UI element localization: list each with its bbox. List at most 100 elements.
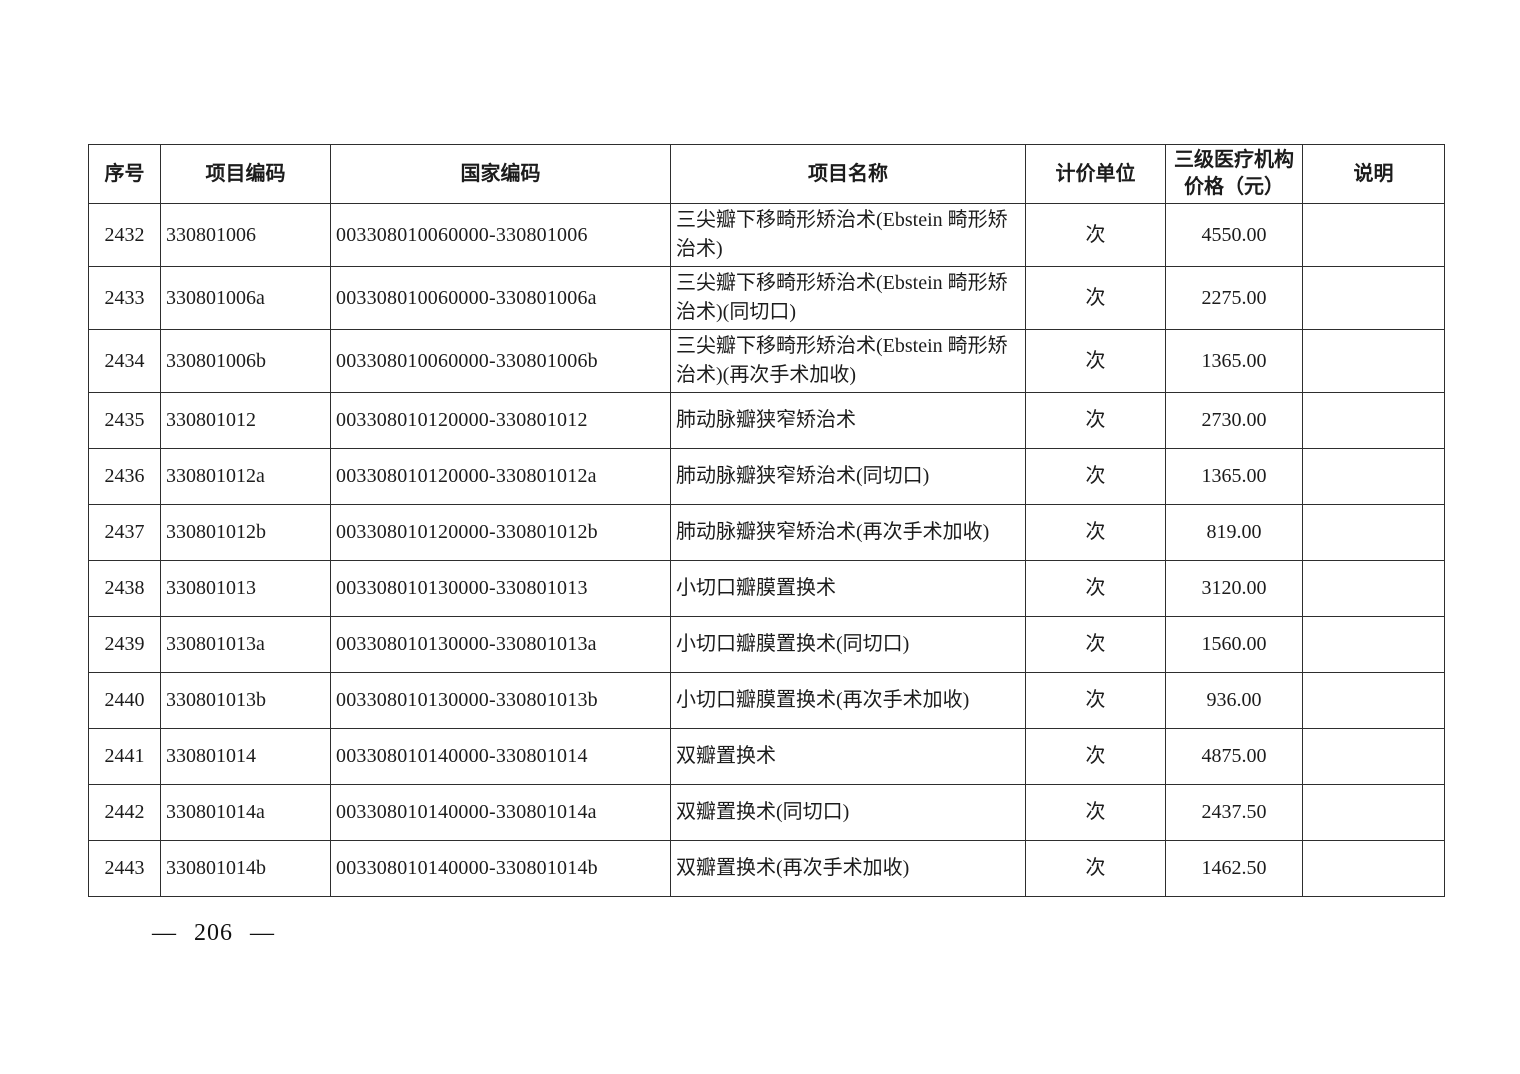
cell-pricing-unit: 次 [1025, 504, 1166, 561]
cell-seq: 2439 [88, 616, 161, 673]
cell-national-code: 003308010120000-330801012 [330, 392, 671, 449]
cell-seq: 2437 [88, 504, 161, 561]
cell-note [1302, 784, 1445, 841]
cell-item-code: 330801006 [160, 203, 331, 267]
cell-national-code: 003308010140000-330801014 [330, 728, 671, 785]
cell-item-name: 双瓣置换术(再次手术加收) [670, 840, 1026, 897]
cell-national-code: 003308010120000-330801012a [330, 448, 671, 505]
cell-seq: 2442 [88, 784, 161, 841]
table-body: 2432 330801006 003308010060000-330801006… [88, 203, 1445, 897]
cell-pricing-unit: 次 [1025, 840, 1166, 897]
cell-note [1302, 672, 1445, 729]
cell-tier3-price: 1462.50 [1165, 840, 1303, 897]
header-national-code: 国家编码 [330, 144, 671, 204]
cell-tier3-price: 4550.00 [1165, 203, 1303, 267]
cell-item-code: 330801014a [160, 784, 331, 841]
table-row: 2433 330801006a 003308010060000-33080100… [88, 266, 1445, 330]
header-pricing-unit: 计价单位 [1025, 144, 1166, 204]
cell-item-code: 330801012a [160, 448, 331, 505]
table-row: 2437 330801012b 003308010120000-33080101… [88, 504, 1445, 561]
cell-item-name: 肺动脉瓣狭窄矫治术 [670, 392, 1026, 449]
cell-pricing-unit: 次 [1025, 392, 1166, 449]
table-row: 2442 330801014a 003308010140000-33080101… [88, 784, 1445, 841]
cell-item-name: 肺动脉瓣狭窄矫治术(再次手术加收) [670, 504, 1026, 561]
cell-national-code: 003308010060000-330801006b [330, 329, 671, 393]
cell-tier3-price: 1365.00 [1165, 329, 1303, 393]
cell-item-code: 330801014 [160, 728, 331, 785]
cell-tier3-price: 4875.00 [1165, 728, 1303, 785]
cell-item-code: 330801013b [160, 672, 331, 729]
table-row: 2441 330801014 003308010140000-330801014… [88, 728, 1445, 785]
cell-pricing-unit: 次 [1025, 672, 1166, 729]
header-seq: 序号 [88, 144, 161, 204]
cell-tier3-price: 1560.00 [1165, 616, 1303, 673]
cell-item-name: 双瓣置换术(同切口) [670, 784, 1026, 841]
cell-item-name: 三尖瓣下移畸形矫治术(Ebstein 畸形矫治术)(同切口) [670, 266, 1026, 330]
cell-seq: 2443 [88, 840, 161, 897]
cell-note [1302, 266, 1445, 330]
cell-item-name: 肺动脉瓣狭窄矫治术(同切口) [670, 448, 1026, 505]
cell-seq: 2435 [88, 392, 161, 449]
cell-national-code: 003308010130000-330801013a [330, 616, 671, 673]
cell-note [1302, 616, 1445, 673]
cell-tier3-price: 936.00 [1165, 672, 1303, 729]
cell-note [1302, 329, 1445, 393]
cell-seq: 2434 [88, 329, 161, 393]
cell-item-code: 330801013 [160, 560, 331, 617]
cell-item-name: 三尖瓣下移畸形矫治术(Ebstein 畸形矫治术)(再次手术加收) [670, 329, 1026, 393]
page-number: — 206 — [152, 920, 275, 946]
cell-seq: 2433 [88, 266, 161, 330]
table-row: 2435 330801012 003308010120000-330801012… [88, 392, 1445, 449]
cell-pricing-unit: 次 [1025, 329, 1166, 393]
table-row: 2438 330801013 003308010130000-330801013… [88, 560, 1445, 617]
cell-tier3-price: 2437.50 [1165, 784, 1303, 841]
cell-note [1302, 203, 1445, 267]
cell-item-code: 330801013a [160, 616, 331, 673]
header-tier3-price: 三级医疗机构 价格（元） [1165, 144, 1303, 204]
cell-pricing-unit: 次 [1025, 560, 1166, 617]
table-row: 2432 330801006 003308010060000-330801006… [88, 203, 1445, 267]
cell-pricing-unit: 次 [1025, 203, 1166, 267]
header-item-name: 项目名称 [670, 144, 1026, 204]
cell-tier3-price: 819.00 [1165, 504, 1303, 561]
cell-note [1302, 448, 1445, 505]
table-row: 2443 330801014b 003308010140000-33080101… [88, 840, 1445, 897]
cell-national-code: 003308010060000-330801006a [330, 266, 671, 330]
cell-note [1302, 560, 1445, 617]
header-item-code: 项目编码 [160, 144, 331, 204]
cell-item-code: 330801006a [160, 266, 331, 330]
cell-note [1302, 840, 1445, 897]
cell-item-name: 小切口瓣膜置换术(再次手术加收) [670, 672, 1026, 729]
cell-seq: 2438 [88, 560, 161, 617]
cell-tier3-price: 1365.00 [1165, 448, 1303, 505]
cell-item-name: 小切口瓣膜置换术(同切口) [670, 616, 1026, 673]
cell-national-code: 003308010060000-330801006 [330, 203, 671, 267]
cell-tier3-price: 2730.00 [1165, 392, 1303, 449]
cell-note [1302, 392, 1445, 449]
cell-tier3-price: 3120.00 [1165, 560, 1303, 617]
cell-seq: 2440 [88, 672, 161, 729]
cell-note [1302, 728, 1445, 785]
table-row: 2440 330801013b 003308010130000-33080101… [88, 672, 1445, 729]
cell-item-code: 330801012 [160, 392, 331, 449]
cell-national-code: 003308010140000-330801014b [330, 840, 671, 897]
cell-item-code: 330801006b [160, 329, 331, 393]
cell-item-code: 330801012b [160, 504, 331, 561]
cell-national-code: 003308010130000-330801013b [330, 672, 671, 729]
cell-national-code: 003308010130000-330801013 [330, 560, 671, 617]
cell-seq: 2441 [88, 728, 161, 785]
cell-seq: 2432 [88, 203, 161, 267]
cell-pricing-unit: 次 [1025, 728, 1166, 785]
cell-item-name: 三尖瓣下移畸形矫治术(Ebstein 畸形矫治术) [670, 203, 1026, 267]
table-row: 2439 330801013a 003308010130000-33080101… [88, 616, 1445, 673]
medical-price-table: 序号 项目编码 国家编码 项目名称 计价单位 三级医疗机构 价格（元） 说明 2… [88, 144, 1445, 897]
cell-seq: 2436 [88, 448, 161, 505]
cell-national-code: 003308010120000-330801012b [330, 504, 671, 561]
cell-tier3-price: 2275.00 [1165, 266, 1303, 330]
header-note: 说明 [1302, 144, 1445, 204]
cell-pricing-unit: 次 [1025, 448, 1166, 505]
cell-item-code: 330801014b [160, 840, 331, 897]
cell-pricing-unit: 次 [1025, 616, 1166, 673]
cell-national-code: 003308010140000-330801014a [330, 784, 671, 841]
